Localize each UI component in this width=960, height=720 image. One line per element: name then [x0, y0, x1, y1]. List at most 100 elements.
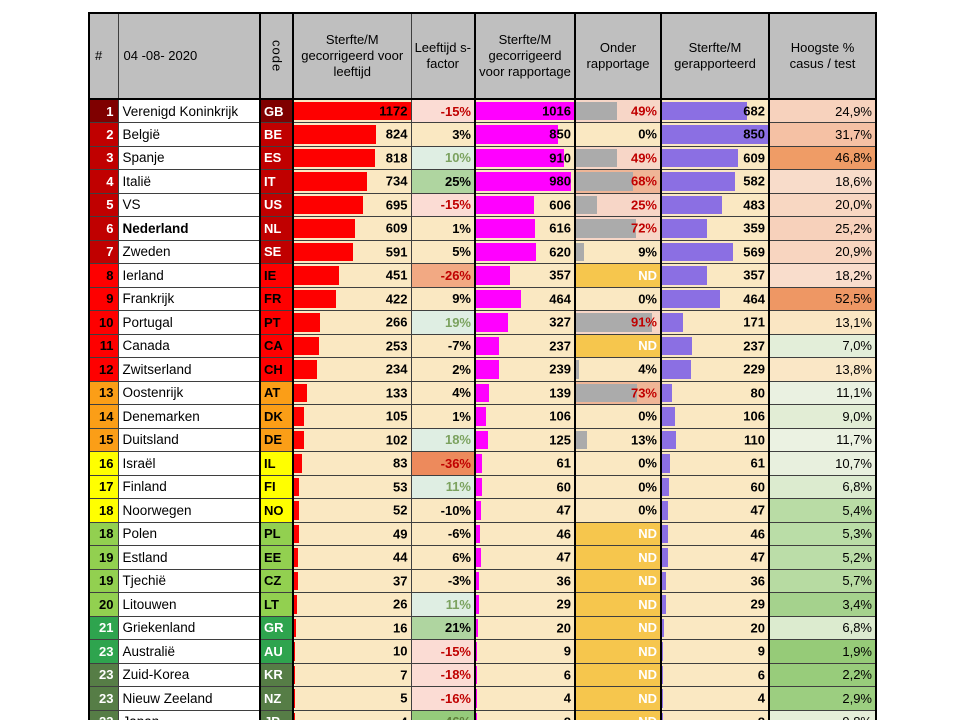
deaths-reported-cell-bar — [663, 219, 707, 238]
deaths-age-corrected-cell: 451 — [292, 263, 412, 288]
under-reporting-cell: 0% — [574, 404, 662, 429]
under-reporting-value: 0% — [638, 455, 657, 471]
deaths-reported-cell-bar — [663, 571, 667, 590]
table-row: 5 VS US 695 -15% 606 25% 483 20,0% — [88, 192, 877, 217]
deaths-reported-cell-value: 6 — [757, 667, 765, 683]
deaths-age-corrected-cell-value: 734 — [385, 173, 408, 189]
table-row: 2 België BE 824 3% 850 0% 850 31,7% — [88, 122, 877, 147]
col-header-code: code — [259, 12, 294, 100]
highest-pct-cell: 18,2% — [768, 263, 877, 288]
deaths-report-corrected-cell-value: 60 — [556, 479, 571, 495]
deaths-reported-cell: 47 — [660, 545, 770, 570]
deaths-reported-cell: 357 — [660, 263, 770, 288]
deaths-age-corrected-cell-value: 818 — [385, 150, 408, 166]
deaths-age-corrected-cell: 133 — [292, 380, 412, 405]
deaths-reported-cell: 682 — [660, 98, 770, 123]
code-cell: KR — [259, 662, 294, 687]
deaths-reported-cell: 60 — [660, 474, 770, 499]
deaths-reported-cell: 359 — [660, 216, 770, 241]
deaths-reported-cell: 80 — [660, 380, 770, 405]
deaths-report-corrected-cell-value: 237 — [549, 338, 571, 354]
deaths-reported-cell-value: 110 — [744, 432, 765, 448]
deaths-reported-cell-value: 29 — [750, 596, 765, 612]
age-s-factor-cell: -26% — [410, 263, 476, 288]
rank-cell: 23 — [88, 709, 119, 720]
rank-cell: 11 — [88, 333, 119, 358]
deaths-report-corrected-cell: 237 — [474, 333, 576, 358]
deaths-reported-cell: 47 — [660, 498, 770, 523]
deaths-report-corrected-cell-bar — [477, 383, 490, 402]
under-reporting-bar — [577, 195, 597, 214]
deaths-age-corrected-cell-value: 266 — [385, 314, 408, 330]
rank-cell: 23 — [88, 686, 119, 711]
deaths-age-corrected-cell-bar — [295, 430, 305, 449]
deaths-age-corrected-cell: 422 — [292, 286, 412, 311]
table-row: 14 Denemarken DK 105 1% 106 0% 106 9,0% — [88, 404, 877, 429]
deaths-age-corrected-cell-bar — [295, 501, 300, 520]
deaths-age-corrected-cell: 7 — [292, 662, 412, 687]
country-cell: Oostenrijk — [117, 380, 261, 405]
table-row: 18 Polen PL 49 -6% 46 ND 46 5,3% — [88, 521, 877, 546]
deaths-reported-cell-value: 20 — [750, 620, 765, 636]
rank-cell: 23 — [88, 662, 119, 687]
deaths-report-corrected-cell: 1016 — [474, 98, 576, 123]
deaths-age-corrected-cell: 253 — [292, 333, 412, 358]
rank-cell: 19 — [88, 545, 119, 570]
deaths-report-corrected-cell-bar — [477, 102, 574, 120]
deaths-age-corrected-cell: 609 — [292, 216, 412, 241]
deaths-age-corrected-cell-value: 44 — [393, 549, 408, 565]
deaths-age-corrected-cell-value: 133 — [385, 385, 408, 401]
highest-pct-cell: 52,5% — [768, 286, 877, 311]
rank-cell: 1 — [88, 98, 119, 123]
under-reporting-value: 0% — [638, 408, 657, 424]
code-cell: LT — [259, 592, 294, 617]
deaths-reported-cell-bar — [663, 407, 676, 426]
deaths-report-corrected-cell: 850 — [474, 122, 576, 147]
highest-pct-cell: 31,7% — [768, 122, 877, 147]
deaths-reported-cell: 229 — [660, 357, 770, 382]
country-cell: Australië — [117, 639, 261, 664]
deaths-reported-cell-value: 106 — [743, 408, 765, 424]
rank-cell: 16 — [88, 451, 119, 476]
deaths-report-corrected-cell: 620 — [474, 239, 576, 264]
under-reporting-value: 9% — [638, 244, 657, 260]
deaths-age-corrected-cell-value: 1172 — [379, 103, 408, 119]
code-cell: DE — [259, 427, 294, 452]
col-header-under-reporting: Onder rapportage — [574, 12, 662, 100]
country-cell: Polen — [117, 521, 261, 546]
under-reporting-cell: 73% — [574, 380, 662, 405]
country-cell: Nederland — [117, 216, 261, 241]
deaths-report-corrected-cell: 60 — [474, 474, 576, 499]
code-cell: GR — [259, 615, 294, 640]
code-cell: NL — [259, 216, 294, 241]
deaths-report-corrected-cell: 47 — [474, 545, 576, 570]
deaths-report-corrected-cell-bar — [476, 713, 477, 720]
deaths-reported-cell-bar — [663, 430, 676, 449]
deaths-report-corrected-cell: 6 — [474, 662, 576, 687]
under-reporting-cell: ND — [574, 709, 662, 720]
deaths-age-corrected-cell: 105 — [292, 404, 412, 429]
deaths-report-corrected-cell: 327 — [474, 310, 576, 335]
deaths-reported-cell: 20 — [660, 615, 770, 640]
deaths-report-corrected-cell: 36 — [474, 568, 576, 593]
deaths-reported-cell-value: 9 — [757, 643, 765, 659]
under-reporting-cell: 0% — [574, 498, 662, 523]
highest-pct-cell: 6,8% — [768, 615, 877, 640]
mortality-table: # 04 -08- 2020 code Sterfte/M gecorrigee… — [88, 12, 877, 720]
deaths-report-corrected-cell-value: 980 — [549, 173, 571, 189]
deaths-reported-cell: 36 — [660, 568, 770, 593]
age-s-factor-cell: 2% — [410, 357, 476, 382]
code-cell: ES — [259, 145, 294, 170]
deaths-report-corrected-cell-value: 46 — [556, 526, 571, 542]
table-row: 19 Tjechië CZ 37 -3% 36 ND 36 5,7% — [88, 568, 877, 593]
age-s-factor-cell: 10% — [410, 145, 476, 170]
deaths-reported-cell-value: 171 — [743, 314, 765, 330]
country-cell: Nieuw Zeeland — [117, 686, 261, 711]
deaths-age-corrected-cell: 4 — [292, 709, 412, 720]
deaths-report-corrected-cell: 61 — [474, 451, 576, 476]
rank-cell: 8 — [88, 263, 119, 288]
deaths-reported-cell-bar — [663, 360, 691, 379]
rank-cell: 23 — [88, 639, 119, 664]
under-reporting-cell: 72% — [574, 216, 662, 241]
age-s-factor-cell: 11% — [410, 474, 476, 499]
